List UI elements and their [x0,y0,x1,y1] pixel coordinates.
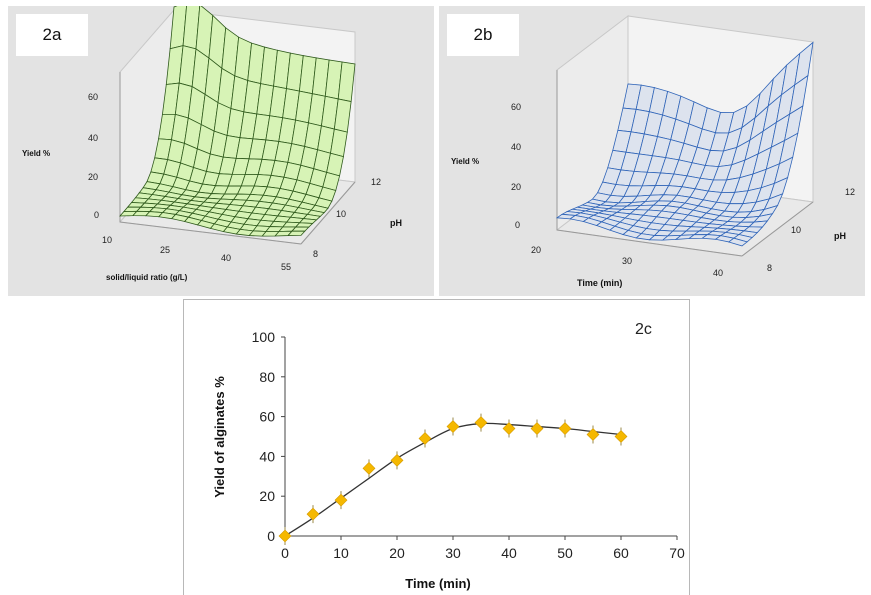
surface-cell [287,230,306,236]
data-point [334,491,348,510]
x-tick-20: 20 [531,245,541,255]
x-tick-label-60: 60 [613,545,629,561]
x-tick-label-0: 0 [281,545,289,561]
y-tick-10: 10 [791,225,801,235]
data-point [558,419,572,438]
y-tick-label-60: 60 [259,409,275,425]
panel-label-2a: 2a [16,14,88,56]
surface-cell [727,237,748,247]
x-tick-40: 40 [713,268,723,278]
y-tick-label-0: 0 [267,528,275,544]
line-chart-2c-svg: 2c 0 10 20 30 40 50 60 70 0 20 40 60 80 100 Time (min… [212,321,685,591]
x-tick-label-30: 30 [445,545,461,561]
x-tick-label-50: 50 [557,545,573,561]
x-axis-line [556,229,743,257]
x-axis-label-2b: Time (min) [577,278,622,288]
surface-plot-2b-svg: 60 40 20 0 Yield % 20 30 40 Time (min) 8… [451,14,855,288]
z-tick-20: 20 [88,172,98,182]
line-chart-2c: 2c 0 10 20 30 40 50 60 70 0 20 40 60 80 100 Time (min… [183,299,690,595]
y-axis-label-2b: pH [834,231,846,241]
y-tick-label-40: 40 [259,448,275,464]
z-axis-label-2b: Yield % [451,157,479,166]
z-axis-label-2a: Yield % [22,149,50,158]
z-tick-0: 0 [515,220,520,230]
y-axis-label-2a: pH [390,218,402,228]
x-tick-label-10: 10 [333,545,349,561]
data-point [530,419,544,438]
x-tick-25: 25 [160,245,170,255]
surface-plot-2a-svg: 60 40 20 0 Yield % 10 25 40 55 solid/liq… [22,6,402,282]
z-tick-40: 40 [511,142,521,152]
data-point [278,527,292,545]
fit-line [284,422,622,537]
x-tick-30: 30 [622,256,632,266]
x-tick-10: 10 [102,235,112,245]
x-tick-40: 40 [221,253,231,263]
data-points [278,413,628,545]
y-tick-12: 12 [371,177,381,187]
data-point [362,459,376,478]
data-point [306,505,320,524]
fit-line-path [284,422,622,537]
z-tick-60: 60 [511,102,521,112]
y-tick-label-20: 20 [259,488,275,504]
x-tick-label-70: 70 [669,545,685,561]
data-point [418,429,432,448]
data-point [446,417,460,436]
y-axis-label-2c: Yield of alginates % [212,376,227,498]
surface-mesh-2b [555,41,814,247]
x-tick-55: 55 [281,262,291,272]
y-tick-label-80: 80 [259,369,275,385]
data-point [614,427,628,446]
surface-mesh-2a [119,6,356,237]
x-axis-label-2a: solid/liquid ratio (g/L) [106,273,188,282]
data-point [390,451,404,470]
y-tick-label-100: 100 [252,329,276,345]
surface-plot-2b: 2b 60 40 20 0 Yield % 20 30 40 Time (min… [439,6,865,296]
z-tick-60: 60 [88,92,98,102]
panel-label-2b: 2b [447,14,519,56]
y-tick-10: 10 [336,209,346,219]
tick-labels-2c: 0 10 20 30 40 50 60 70 0 20 40 60 80 100 [252,329,685,561]
z-tick-40: 40 [88,133,98,143]
axes-2c [281,336,678,540]
x-tick-label-20: 20 [389,545,405,561]
data-point [502,419,516,438]
y-tick-8: 8 [767,263,772,273]
z-tick-0: 0 [94,210,99,220]
y-axis-line [741,201,814,257]
x-tick-label-40: 40 [501,545,517,561]
x-axis-line [119,221,302,245]
z-tick-20: 20 [511,182,521,192]
data-point [586,425,600,444]
data-point [474,413,488,432]
panel-label-2c: 2c [635,321,652,338]
y-axis-line [300,181,356,245]
y-tick-12: 12 [845,187,855,197]
x-axis-label-2c: Time (min) [405,576,471,591]
y-tick-8: 8 [313,249,318,259]
surface-plot-2a: 2a 60 40 20 0 Yield % 10 25 40 55 solid/… [8,6,434,296]
